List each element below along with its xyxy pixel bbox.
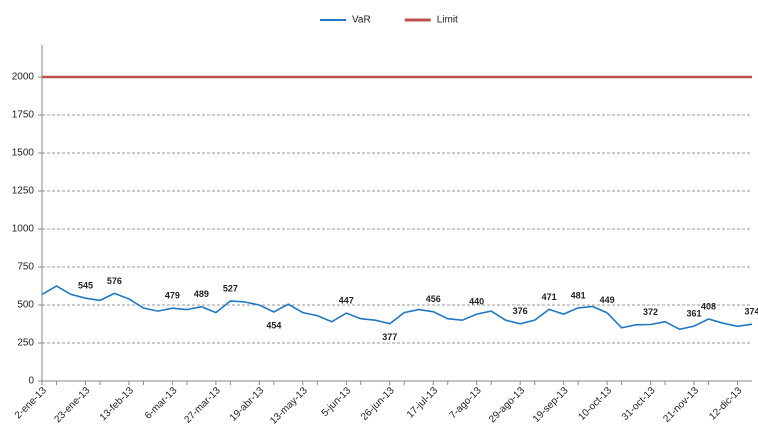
data-label: 545 [78,281,93,291]
x-tick-label: 5-jun-13 [320,385,354,419]
data-label: 440 [469,296,484,306]
y-tick-label: 1000 [12,224,35,235]
data-label: 361 [687,309,702,319]
y-tick-label: 750 [17,262,34,273]
data-label: 408 [701,301,716,311]
x-tick-label: 19-abr-13 [228,385,267,424]
data-label: 456 [426,294,441,304]
y-tick-label: 0 [28,376,34,387]
x-tick-label: 23-ene-13 [52,385,92,425]
x-tick-label: 12-dic-13 [707,385,745,423]
legend-label: VaR [352,15,371,26]
data-label: 471 [542,292,557,302]
x-tick-label: 26-jun-13 [359,385,397,423]
data-label: 372 [643,307,658,317]
legend-label: Limit [437,15,458,26]
y-tick-label: 1750 [12,110,35,121]
data-label: 576 [107,276,122,286]
data-label: 377 [382,332,397,342]
x-tick-label: 2-ene-13 [13,385,49,421]
data-label: 489 [194,289,209,299]
data-label: 454 [266,320,281,330]
y-tick-label: 250 [17,338,34,349]
series-line [41,285,753,331]
data-label: 374 [744,307,758,317]
y-tick-label: 2000 [12,72,35,83]
data-label: 481 [571,290,586,300]
x-tick-label: 13-feb-13 [98,385,136,423]
x-tick-label: 31-oct-13 [620,385,658,423]
x-tick-label: 29-ago-13 [487,385,527,425]
x-tick-label: 7-ago-13 [448,385,484,421]
data-label: 447 [339,295,354,305]
y-tick-label: 500 [17,300,34,311]
x-tick-label: 19-sep-13 [531,385,571,425]
data-label: 527 [223,283,238,293]
x-tick-label: 13-may-13 [268,385,310,427]
x-tick-label: 21-nov-13 [661,385,701,425]
data-label: 376 [513,306,528,316]
data-label: 449 [600,295,615,305]
x-tick-label: 10-oct-13 [576,385,614,423]
data-label: 479 [165,291,180,301]
y-tick-label: 1250 [12,186,35,197]
x-tick-label: 6-mar-13 [143,385,180,422]
x-tick-label: 27-mar-13 [182,385,223,426]
x-tick-label: 17-jul-13 [405,385,441,421]
y-tick-label: 1500 [12,148,35,159]
